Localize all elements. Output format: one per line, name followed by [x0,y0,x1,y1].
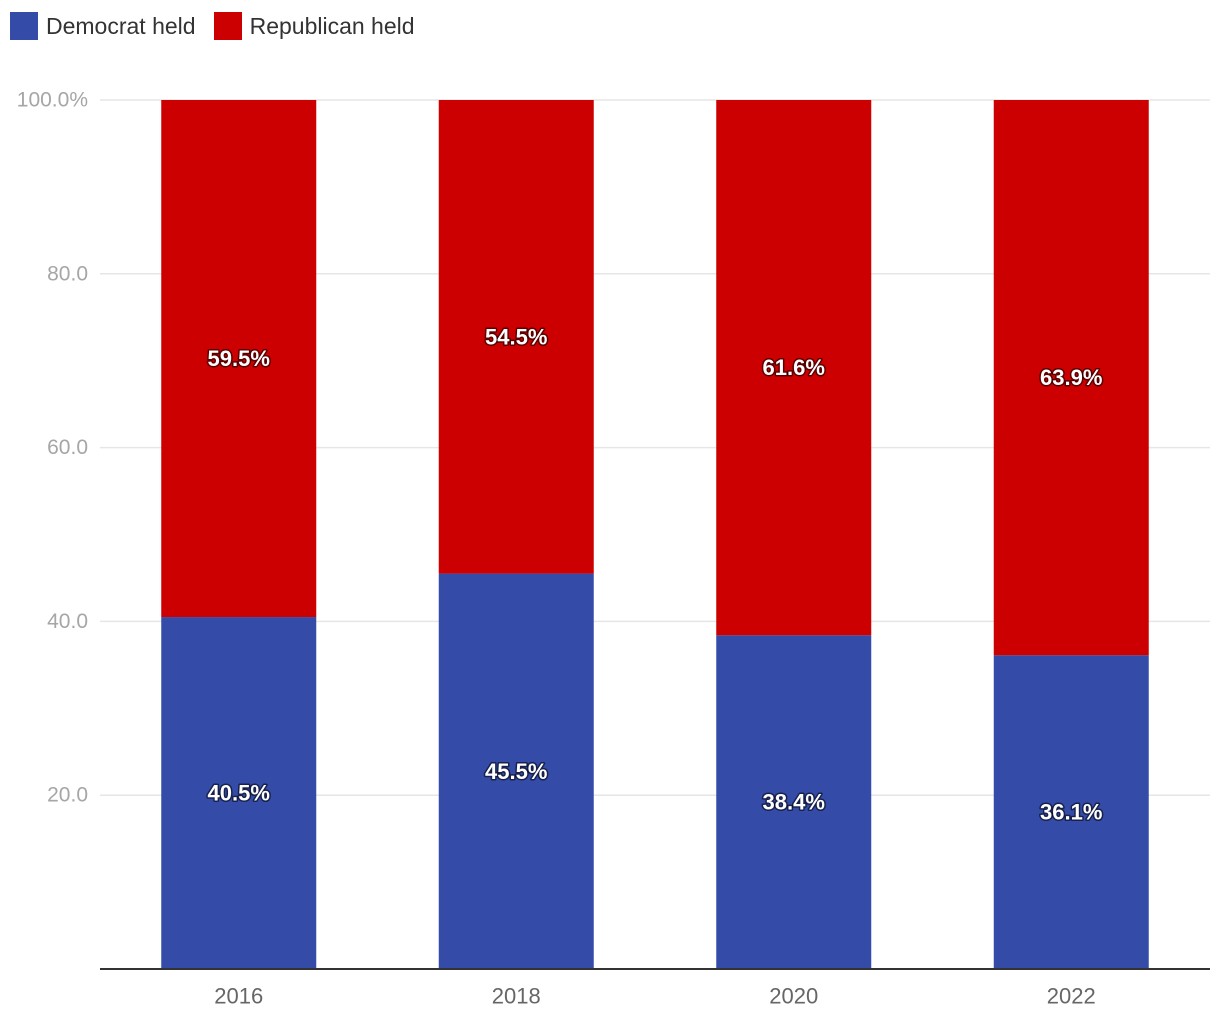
bar-democrat [716,635,872,969]
bar-republican [716,100,872,636]
data-label: 59.5% [208,346,270,371]
y-tick-label: 80.0 [47,262,88,285]
bar-democrat [161,617,317,969]
x-tick-label: 2020 [769,984,818,1009]
x-tick-label: 2016 [214,984,263,1009]
data-label: 45.5% [485,759,547,784]
y-tick-label: 40.0 [47,610,88,633]
bar-democrat [993,655,1149,969]
data-label: 40.5% [208,781,270,806]
data-label: 61.6% [763,355,825,380]
y-tick-label: 60.0 [47,436,88,459]
y-tick-label: 100.0% [17,89,88,112]
bar-democrat [438,573,594,969]
legend-item-republican: Republican held [213,12,415,40]
bar-republican [993,100,1149,656]
legend: Democrat held Republican held [10,10,433,42]
bar-republican [438,100,594,574]
data-label: 54.5% [485,324,547,349]
y-tick-label: 20.0 [47,784,88,807]
legend-swatch-republican [213,12,242,40]
legend-label-democrat: Democrat held [46,12,196,39]
data-label: 63.9% [1040,365,1102,390]
x-tick-label: 2022 [1047,984,1096,1009]
legend-swatch-democrat [10,12,38,40]
legend-item-democrat: Democrat held [10,12,196,40]
x-tick-label: 2018 [492,984,541,1009]
bar-republican [161,100,317,618]
data-label: 38.4% [763,790,825,815]
data-label: 36.1% [1040,800,1102,825]
legend-label-republican: Republican held [249,12,415,39]
